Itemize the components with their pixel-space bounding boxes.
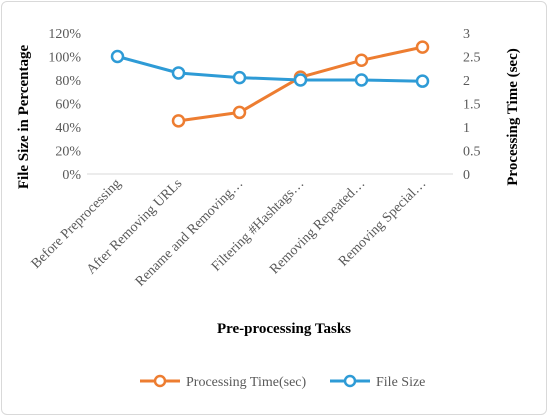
legend-label: Processing Time(sec)	[186, 375, 307, 390]
series-1	[110, 49, 430, 88]
data-point	[110, 49, 125, 64]
right-tick-label: 1.5	[463, 98, 481, 113]
right-tick-label: 1	[463, 121, 470, 136]
data-point	[354, 73, 369, 87]
right-tick-label: 3	[463, 27, 470, 42]
data-point	[232, 105, 247, 120]
left-tick-label: 80%	[55, 74, 81, 89]
right-tick-label: 2.5	[463, 51, 481, 66]
legend-marker	[153, 374, 167, 388]
legend: Processing Time(sec) File Size	[140, 374, 425, 390]
left-tick-label: 100%	[48, 51, 81, 66]
left-tick-label: 20%	[55, 145, 81, 160]
legend-label: File Size	[376, 375, 425, 390]
left-tick-label: 40%	[55, 121, 81, 136]
data-point	[415, 74, 430, 88]
x-tick-label: Rename and Removing…	[133, 176, 246, 289]
data-point	[293, 73, 308, 87]
data-point	[232, 70, 247, 85]
data-point	[171, 114, 186, 128]
right-tick-label: 0.5	[463, 145, 481, 160]
data-point	[354, 53, 369, 68]
right-tick-label: 0	[463, 168, 470, 183]
right-axis-ticks: 0 0.5 1 1.5 2 2.5 3	[463, 27, 481, 183]
left-tick-label: 0%	[62, 168, 81, 183]
y-axis-left-title: File Size in Percentage	[16, 45, 32, 190]
x-axis-title: Pre-processing Tasks	[217, 321, 351, 337]
series-line	[117, 55, 423, 83]
legend-item-processing-time: Processing Time(sec)	[140, 374, 307, 390]
left-tick-label: 60%	[55, 98, 81, 113]
left-tick-label: 120%	[48, 27, 81, 42]
legend-marker	[343, 374, 357, 388]
y-axis-right-title: Processing Time (sec)	[505, 48, 521, 185]
data-point	[415, 40, 430, 54]
left-axis-ticks: 0% 20% 40% 60% 80% 100% 120%	[48, 27, 81, 183]
data-point	[171, 66, 186, 80]
series-layer	[110, 40, 430, 128]
right-tick-label: 2	[463, 74, 470, 89]
legend-item-file-size: File Size	[330, 374, 425, 390]
